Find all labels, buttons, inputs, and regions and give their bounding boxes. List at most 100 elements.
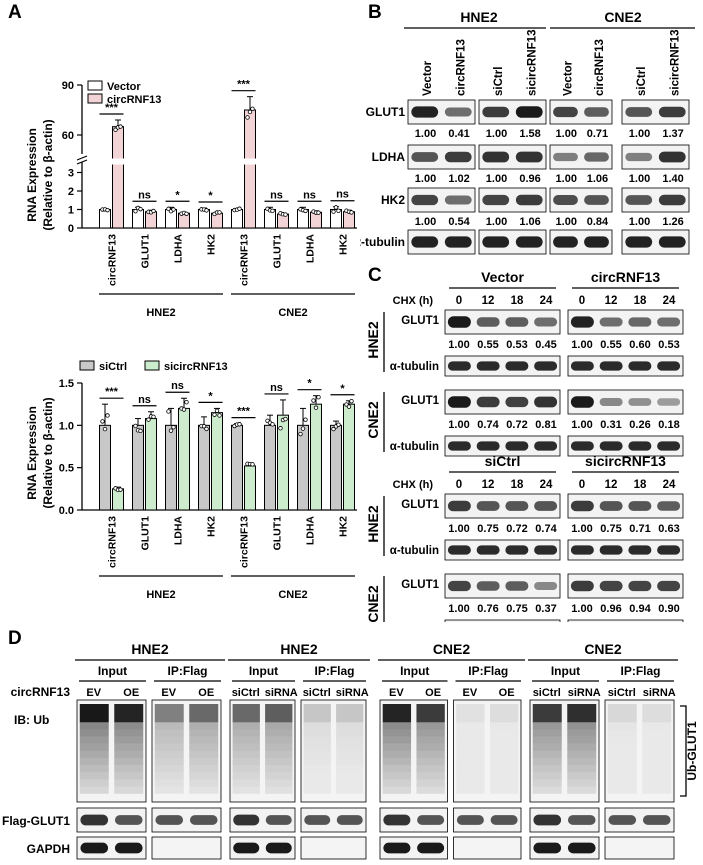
blot-frame [604, 699, 675, 803]
data-point [237, 422, 242, 427]
smear-band [79, 758, 109, 766]
smear-band [303, 736, 331, 744]
quant-value: 1.00 [448, 603, 469, 615]
blot-band [447, 500, 471, 512]
quant-value: 0.96 [600, 603, 621, 615]
smear-band [416, 758, 445, 766]
blot-frame [379, 836, 448, 860]
blot-strip [604, 807, 675, 833]
blot-band [505, 441, 529, 451]
blot-band [444, 151, 472, 163]
blot-strip [567, 619, 684, 622]
blot-band [114, 842, 143, 854]
bar [244, 465, 256, 511]
blot-frame [444, 539, 561, 561]
data-point [201, 424, 207, 429]
smear-band [642, 765, 672, 773]
blot-band [447, 580, 471, 592]
bar [211, 412, 223, 511]
smear-band [567, 743, 597, 751]
chx-label: CHX (h) [393, 479, 434, 491]
panel-label-b: B [368, 2, 382, 23]
quant-value: 0.81 [535, 419, 556, 431]
lane-label: EV [86, 687, 101, 699]
smear-band [607, 772, 637, 780]
blot-band [444, 236, 472, 248]
ub-smear-strip [229, 699, 296, 803]
quant-value: 1.06 [519, 216, 540, 228]
smear-band [382, 736, 412, 744]
significance-label: *** [237, 406, 251, 418]
smear-band [642, 772, 672, 780]
data-point [270, 208, 275, 214]
smear-band [154, 765, 184, 773]
quant-value: 1.58 [519, 128, 540, 140]
smear-band [489, 722, 519, 730]
quant-value: 1.06 [587, 173, 608, 185]
smear-band [189, 736, 219, 744]
blot-band [567, 815, 596, 825]
blot-strip [549, 99, 613, 125]
category-label: LDHA [305, 234, 317, 264]
significance-label: ns [138, 394, 151, 406]
smear-band [79, 786, 109, 794]
data-point [331, 426, 336, 432]
bar [165, 424, 177, 511]
data-point [214, 408, 220, 413]
blot-band [505, 501, 529, 511]
lane-label: Vector [563, 60, 575, 96]
blot-band [534, 317, 558, 327]
smear-top [382, 704, 412, 723]
smear-band [416, 722, 445, 730]
bar-break-gap [111, 158, 125, 165]
lane-label: siRNA [265, 687, 298, 699]
blot-band [476, 501, 500, 511]
smear-band [265, 736, 293, 744]
smear-band [336, 722, 364, 730]
blot-strip [621, 99, 690, 125]
panel-b-western-blots: HNE2 CNE2 Vector circRNF13 siCtrl sicircRNF13… [360, 9, 695, 255]
legend-swatch [79, 360, 95, 371]
blot-band [515, 151, 543, 163]
time-label: 24 [663, 295, 676, 307]
category-label: GLUT1 [272, 234, 284, 269]
lane-label: siCtrl [232, 687, 260, 699]
category-label: HK2 [206, 234, 218, 255]
cell-header: CNE2 [584, 641, 622, 657]
smear-band [114, 765, 144, 773]
time-label: 0 [456, 479, 462, 491]
cell-header: HNE2 [280, 641, 318, 657]
blot-band [658, 236, 686, 248]
significance-label: * [340, 383, 345, 395]
data-point [105, 207, 110, 213]
category-label: circRNF13 [107, 234, 119, 286]
smear-band [232, 743, 260, 751]
blot-frame-empty [604, 836, 675, 860]
blot-band [599, 441, 623, 451]
cell-header: HNE2 [131, 641, 169, 657]
blot-frame [567, 355, 684, 377]
quant-value: 0.37 [535, 603, 556, 615]
smear-top [489, 704, 519, 723]
smear-band [456, 736, 485, 744]
blot-strip [621, 144, 690, 170]
smear-band [607, 743, 637, 751]
quant-value: 0.55 [600, 339, 621, 351]
smear-band [154, 758, 184, 766]
smear-band [114, 743, 144, 751]
blot-strip [444, 355, 561, 377]
smear-top [336, 704, 364, 723]
blot-band [553, 152, 578, 162]
blot-band [304, 815, 331, 825]
significance-label: * [175, 189, 180, 201]
smear-band [79, 722, 109, 730]
smear-band [303, 743, 331, 751]
data-point [171, 425, 176, 430]
blot-band [505, 545, 529, 555]
category-label: LDHA [173, 234, 185, 264]
smear-band [532, 758, 562, 766]
blot-band [482, 106, 510, 118]
y-tick-label: 90 [62, 80, 74, 92]
smear-band [382, 765, 412, 773]
blot-band [505, 396, 529, 408]
